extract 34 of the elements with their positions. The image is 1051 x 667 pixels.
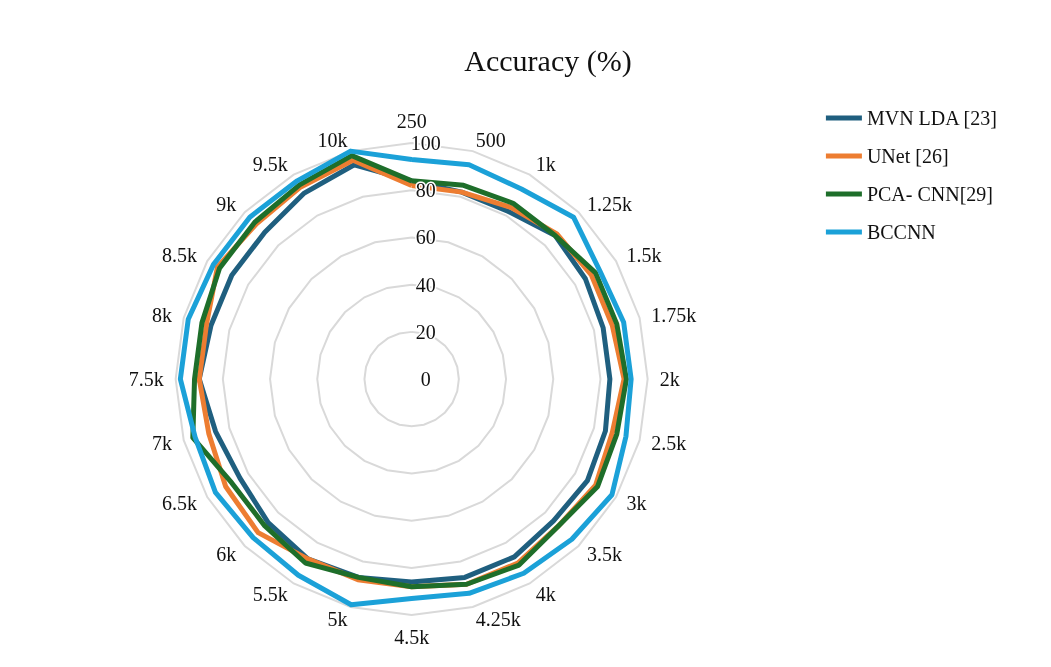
spoke-label: 4k <box>535 582 556 605</box>
spoke-label: 4.5k <box>394 626 430 649</box>
spoke-label: 4.25k <box>475 607 521 630</box>
spoke-label: 10k <box>317 128 348 151</box>
spoke-label: 6k <box>216 543 237 566</box>
legend-label: BCCNN <box>866 221 936 243</box>
spoke-label: 5k <box>327 607 348 630</box>
spoke-label: 9.5k <box>252 153 288 176</box>
legend-label: PCA- CNN[29] <box>866 183 994 205</box>
y-tick-label: 20 <box>415 320 436 343</box>
legend-label: MVN LDA [23] <box>866 107 997 129</box>
y-tick-label: 0 <box>420 368 431 391</box>
y-tick-label: 60 <box>415 226 436 249</box>
spoke-label: 3k <box>626 492 647 515</box>
spoke-label: 6.5k <box>161 492 197 515</box>
spoke-label: 2k <box>659 368 680 391</box>
spoke-label: 9k <box>216 192 237 215</box>
spoke-label: 1.25k <box>587 192 633 215</box>
spoke-label: 7k <box>152 432 173 455</box>
spoke-label: 8.5k <box>161 244 197 267</box>
spoke-label: 1.5k <box>626 244 662 267</box>
spoke-label: 500 <box>475 128 506 151</box>
y-tick-label: 40 <box>415 273 436 296</box>
spoke-label: 7.5k <box>128 368 164 391</box>
spoke-label: 1k <box>535 153 556 176</box>
spoke-label: 2.5k <box>651 432 687 455</box>
chart-title: Accuracy (%) <box>464 43 632 78</box>
spoke-label: 3.5k <box>587 543 623 566</box>
legend-label: UNet [26] <box>866 145 949 167</box>
spoke-label: 5.5k <box>252 582 288 605</box>
y-tick-label: 100 <box>410 132 441 155</box>
spoke-label: 8k <box>152 303 173 326</box>
spoke-label: 1.75k <box>651 303 697 326</box>
spoke-label: 250 <box>396 110 427 133</box>
